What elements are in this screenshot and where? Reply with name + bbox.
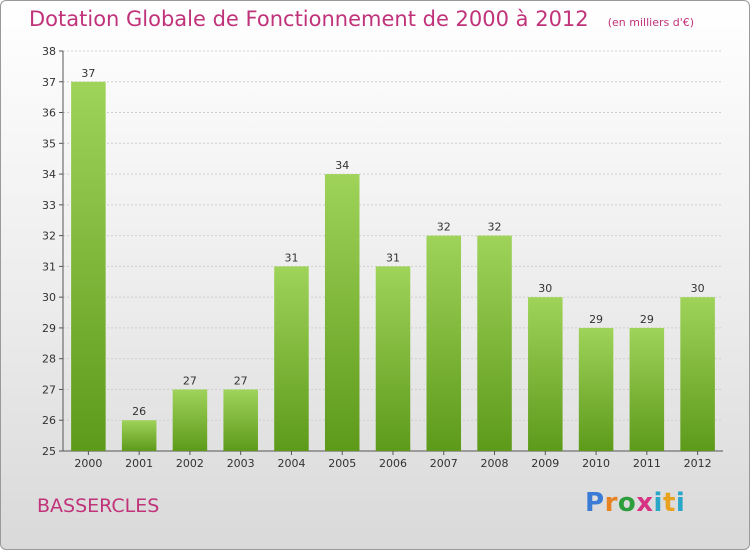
bar [274,266,309,451]
y-tick-label: 31 [42,260,56,273]
data-label: 27 [183,374,197,387]
data-label: 32 [437,221,451,234]
data-label: 29 [640,313,654,326]
x-tick-label: 2005 [328,457,356,470]
x-tick-label: 2012 [684,457,712,470]
x-tick-label: 2002 [176,457,204,470]
bar [477,235,512,451]
data-label: 30 [538,282,552,295]
bar [71,81,106,452]
x-tick-label: 2007 [430,457,458,470]
data-label: 31 [284,251,298,264]
data-label: 37 [81,67,95,80]
data-label: 29 [589,313,603,326]
bar [121,420,157,451]
bar [223,389,258,451]
bar [172,389,208,451]
y-tick-label: 26 [42,414,56,427]
y-tick-label: 25 [42,445,56,458]
data-label: 34 [335,159,349,172]
y-tick-label: 36 [42,107,56,120]
commune-name: BASSERCLES [37,495,160,517]
chart-title-unit: (en milliers d'€) [607,16,695,29]
y-tick-label: 33 [42,199,56,212]
chart-title-main: Dotation Globale de Fonctionnement de 20… [29,7,589,31]
y-tick-label: 35 [42,137,56,150]
x-tick-label: 2000 [74,457,102,470]
x-tick-label: 2011 [633,457,661,470]
y-tick-label: 29 [42,322,56,335]
bar [324,174,360,452]
y-tick-label: 28 [42,353,56,366]
y-tick-label: 30 [42,291,56,304]
bar [528,297,563,451]
x-tick-label: 2003 [227,457,255,470]
bar [426,235,462,451]
x-tick-label: 2009 [531,457,559,470]
y-tick-label: 27 [42,383,56,396]
y-tick-label: 38 [42,45,56,58]
data-label: 27 [234,374,248,387]
chart-title: Dotation Globale de Fonctionnement de 20… [29,7,694,31]
bar [680,297,715,451]
data-label: 32 [488,221,502,234]
bar [375,266,411,451]
x-tick-label: 2006 [379,457,407,470]
x-tick-label: 2004 [277,457,305,470]
x-tick-label: 2010 [582,457,610,470]
proxiti-logo: Proxiti [585,488,686,518]
x-tick-label: 2001 [125,457,153,470]
y-tick-label: 32 [42,230,56,243]
data-label: 31 [386,251,400,264]
y-tick-label: 34 [42,168,56,181]
data-label: 26 [132,405,146,418]
x-tick-label: 2008 [481,457,509,470]
bar [629,327,665,451]
data-label: 30 [691,282,705,295]
labels: 25 26 27 28 29 30 31 32 33 34 35 36 37 38 37 2000 26 2001… [42,45,712,470]
bar [578,327,614,451]
bars [71,81,715,452]
y-tick-label: 37 [42,76,56,89]
